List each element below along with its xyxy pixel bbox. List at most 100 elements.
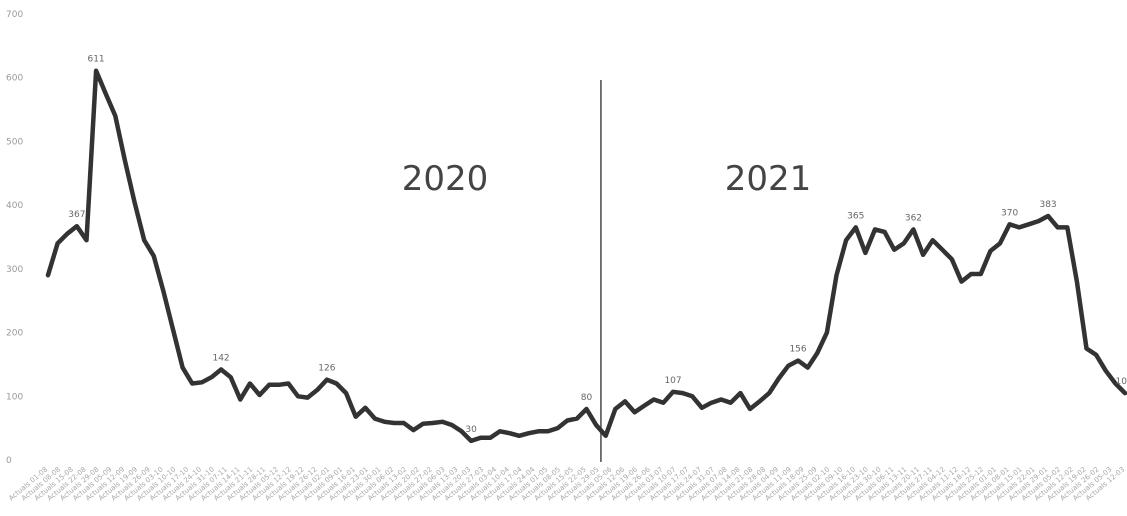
data-point [460, 430, 463, 433]
data-label: 80 [581, 393, 593, 403]
y-axis: 0 100 200 300 400 500 600 700 [6, 10, 23, 466]
data-point [710, 401, 713, 404]
y-tick-label: 600 [6, 74, 23, 84]
data-point [450, 424, 453, 426]
data-point [181, 366, 184, 369]
data-point [1076, 280, 1078, 283]
data-point [566, 419, 569, 422]
data-point [277, 383, 280, 386]
data-point [614, 408, 617, 410]
data-point [1085, 347, 1088, 350]
data-point [422, 422, 424, 425]
data-point [941, 248, 944, 251]
data-point [1056, 226, 1059, 229]
data-point [518, 434, 521, 437]
data-point [479, 436, 482, 439]
data-point [325, 378, 328, 381]
series-line [45, 68, 1127, 444]
data-label: 107 [664, 376, 681, 386]
data-point [412, 429, 415, 431]
data-point [864, 252, 867, 254]
data-point [1095, 353, 1098, 356]
data-labels: 367 611 142 126 30 80 107 156 365 362 370 383 10 [68, 55, 1127, 435]
data-point [95, 69, 97, 72]
data-point [364, 406, 367, 409]
data-point [124, 159, 126, 162]
data-point [354, 415, 357, 418]
data-point [854, 226, 857, 229]
data-point [172, 328, 174, 331]
data-point [268, 383, 271, 386]
data-point [220, 368, 222, 371]
data-point [575, 417, 578, 420]
data-point [681, 392, 684, 394]
data-point [874, 228, 876, 231]
data-point [374, 417, 376, 420]
data-point [816, 352, 819, 354]
data-point [624, 400, 626, 403]
data-point [720, 398, 723, 401]
data-point [66, 232, 69, 235]
data-point [643, 404, 646, 407]
data-point [258, 394, 261, 396]
data-point [777, 377, 780, 380]
data-point [402, 422, 405, 424]
data-point [210, 376, 213, 379]
data-point [960, 280, 963, 283]
data-label: 611 [87, 55, 104, 65]
data-point [335, 382, 338, 385]
data-point [1037, 220, 1040, 222]
y-tick-label: 0 [6, 456, 12, 466]
data-label: 365 [847, 211, 864, 221]
data-point [893, 248, 896, 251]
data-point [912, 228, 915, 231]
data-point [431, 422, 434, 424]
data-point [470, 439, 473, 442]
data-point [883, 231, 886, 233]
year-label-2020: 2020 [402, 159, 489, 199]
y-tick-label: 400 [6, 201, 23, 211]
data-point [287, 382, 290, 385]
data-point [133, 201, 136, 203]
data-point [758, 400, 761, 403]
data-point [229, 376, 232, 379]
data-point [652, 398, 655, 401]
data-point [306, 396, 309, 399]
data-label: 142 [212, 354, 229, 364]
data-point [951, 258, 953, 261]
data-point [1047, 215, 1049, 217]
y-tick-label: 100 [6, 392, 23, 402]
data-point [979, 273, 982, 275]
data-label: 362 [905, 213, 922, 223]
data-point [1008, 223, 1011, 226]
data-point [143, 239, 146, 242]
data-point [383, 420, 386, 423]
data-point [200, 381, 203, 384]
data-point [999, 242, 1001, 245]
data-point [826, 331, 828, 334]
data-point [845, 239, 848, 242]
data-point [662, 401, 665, 404]
data-point [835, 274, 838, 277]
data-point [922, 253, 924, 256]
data-point [1114, 382, 1117, 385]
data-label: 367 [68, 210, 85, 220]
data-point [393, 422, 396, 424]
data-point [489, 436, 492, 439]
data-point [249, 382, 251, 385]
y-tick-label: 700 [6, 10, 23, 20]
data-point [931, 239, 934, 242]
data-point [556, 427, 559, 430]
data-point [47, 274, 49, 277]
y-tick-label: 500 [6, 137, 23, 147]
data-point [75, 225, 78, 228]
data-label: 156 [789, 345, 806, 355]
data-label: 30 [465, 425, 477, 435]
data-point [672, 390, 674, 393]
data-point [1104, 369, 1107, 372]
y-tick-label: 300 [6, 265, 23, 275]
year-label-2021: 2021 [725, 159, 812, 199]
data-point [508, 432, 511, 435]
data-point [162, 290, 165, 293]
